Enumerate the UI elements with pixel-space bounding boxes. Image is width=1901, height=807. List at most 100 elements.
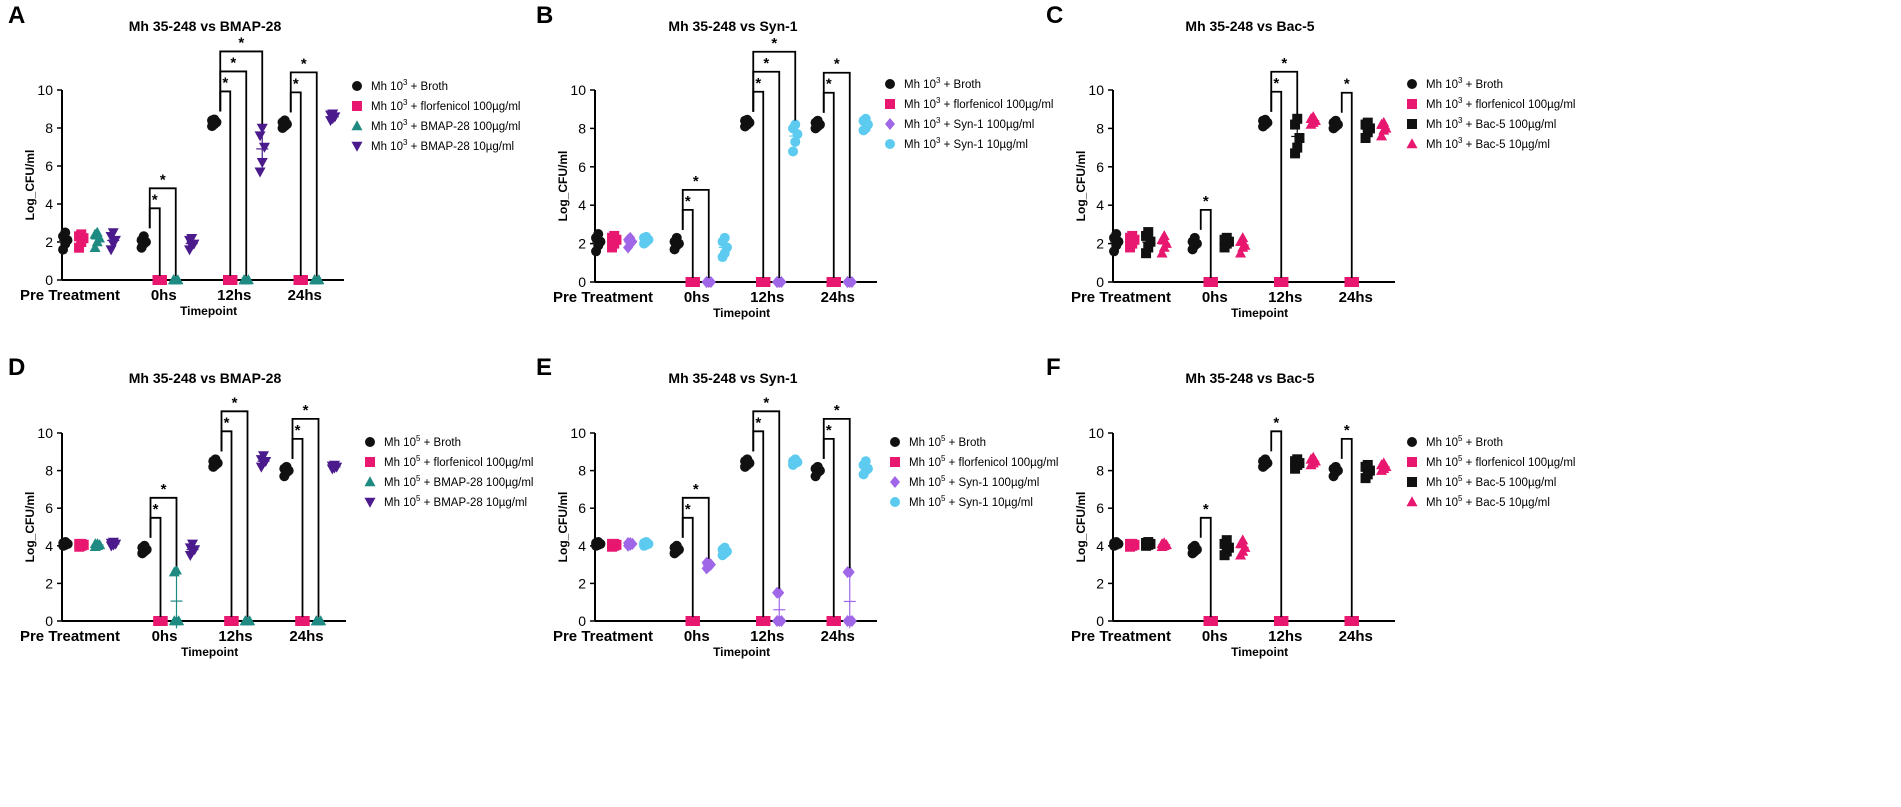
legend-label: Mh 105 + BMAP-28 10µg/ml [384, 494, 527, 509]
panel-e: E Mh 35-248 vs Syn-1 0 2 4 6 8 10 Log_CFU/ml Pre … [536, 354, 1058, 659]
data-point [860, 456, 871, 467]
data-point [719, 232, 730, 243]
legend-label: Mh 103 + Syn-1 100µg/ml [904, 116, 1034, 131]
y-tick-label: 10 [570, 425, 586, 441]
data-point [60, 537, 71, 548]
legend-label-suffix: + Broth [1462, 437, 1503, 449]
legend-label-sup: 3 [936, 96, 941, 105]
legend-label-sup: 5 [941, 474, 946, 483]
data-point [625, 231, 636, 244]
significance-star: * [693, 481, 699, 498]
y-tick-label: 8 [578, 463, 586, 479]
y-tick-label: 6 [1096, 500, 1104, 516]
legend-label: Mh 105 + Broth [384, 434, 461, 449]
x-axis-label: Timepoint [713, 645, 770, 659]
legend: Mh 103 + Broth Mh 103 + florfenicol 100µg… [351, 78, 520, 153]
panel-a: A Mh 35-248 vs BMAP-28 0 2 4 6 8 10 Log_CFU/ml Pr… [8, 2, 520, 318]
significance-star: * [685, 501, 691, 518]
legend-label: Mh 105 + Bac-5 100µg/ml [1426, 474, 1556, 489]
data-point [1346, 277, 1357, 287]
legend-label-suffix: + BMAP-28 10µg/ml [420, 497, 527, 509]
y-tick-label: 0 [1096, 274, 1104, 290]
significance-star: * [153, 501, 159, 518]
significance-bracket [149, 516, 162, 617]
legend-label-prefix: Mh 10 [1426, 477, 1458, 489]
significance-star: * [834, 56, 840, 73]
legend-label: Mh 103 + Broth [371, 78, 448, 93]
legend-label: Mh 103 + BMAP-28 10µg/ml [371, 138, 514, 153]
data-point [1221, 535, 1232, 546]
significance-bracket [681, 516, 694, 617]
data-point [1276, 616, 1287, 626]
legend-label-sup: 5 [416, 434, 421, 443]
data-point [1205, 616, 1216, 626]
panel-letter: F [1046, 354, 1061, 381]
legend-label-sup: 5 [416, 494, 421, 503]
significance-bracket [220, 430, 233, 617]
y-tick-label: 8 [578, 120, 586, 136]
y-tick-label: 10 [570, 82, 586, 98]
data-point [139, 540, 150, 551]
legend-label-prefix: Mh 10 [1426, 437, 1458, 449]
legend-marker [1407, 99, 1417, 109]
data-point [790, 119, 801, 130]
legend-marker [885, 99, 895, 109]
data-point [138, 231, 149, 242]
panel-d: D Mh 35-248 vs BMAP-28 0 2 4 6 8 10 Log_CFU/ml Pr… [8, 354, 533, 659]
legend-marker [351, 141, 363, 152]
significance-bracket [822, 71, 851, 278]
data-point [76, 229, 87, 240]
data-point [1111, 229, 1122, 239]
significance-bracket [1270, 70, 1299, 115]
y-axis-label: Log_CFU/ml [23, 150, 37, 221]
data-point [1290, 148, 1301, 159]
x-tick-label: 24hs [1339, 289, 1373, 306]
data-point [311, 274, 323, 285]
data-point [788, 146, 799, 157]
y-tick-label: 4 [45, 196, 53, 212]
significance-star: * [1273, 75, 1279, 92]
significance-bracket [1270, 90, 1283, 278]
data-point [593, 537, 604, 548]
legend-marker [890, 497, 900, 507]
y-axis-label: Log_CFU/ml [1074, 151, 1088, 222]
legend-label-suffix: + florfenicol 100µg/ml [1462, 457, 1575, 469]
significance-bracket [220, 410, 249, 617]
y-tick-label: 4 [578, 197, 586, 213]
y-tick-label: 2 [578, 236, 586, 252]
x-tick-label: 12hs [750, 628, 784, 645]
data-point [1127, 230, 1138, 241]
data-point [593, 229, 604, 239]
legend-label: Mh 103 + Bac-5 100µg/ml [1426, 116, 1556, 131]
legend-label-suffix: + Broth [420, 437, 461, 449]
legend-label-prefix: Mh 10 [384, 477, 416, 489]
data-point [1330, 115, 1341, 126]
chart-title: Mh 35-248 vs Syn-1 [668, 370, 797, 386]
significance-bracket [752, 50, 797, 121]
legend-label: Mh 103 + florfenicol 100µg/ml [371, 98, 520, 113]
legend-label: Mh 103 + Syn-1 10µg/ml [904, 136, 1028, 151]
legend-marker [885, 139, 895, 149]
y-axis-label: Log_CFU/ml [1074, 492, 1088, 563]
legend-label-suffix: + Broth [940, 79, 981, 91]
legend-marker [364, 476, 376, 487]
data-point [74, 242, 85, 253]
significance-bracket [681, 208, 694, 278]
data-point [242, 615, 253, 626]
chart-title: Mh 35-248 vs Bac-5 [1185, 18, 1314, 34]
x-tick-label: 0hs [151, 287, 177, 304]
significance-star: * [1203, 501, 1209, 518]
significance-bracket [291, 417, 320, 617]
legend-label: Mh 105 + Syn-1 10µg/ml [909, 494, 1033, 509]
legend-marker [1406, 138, 1418, 149]
legend-label-suffix: + Broth [1462, 79, 1503, 91]
legend-label-sup: 5 [1458, 434, 1463, 443]
significance-bracket [822, 417, 851, 569]
legend-label-sup: 3 [403, 138, 408, 147]
data-point [609, 230, 620, 241]
significance-star: * [763, 55, 769, 72]
legend-label-sup: 3 [1458, 76, 1463, 85]
legend-label-prefix: Mh 10 [904, 119, 936, 131]
legend-marker [1407, 119, 1417, 129]
